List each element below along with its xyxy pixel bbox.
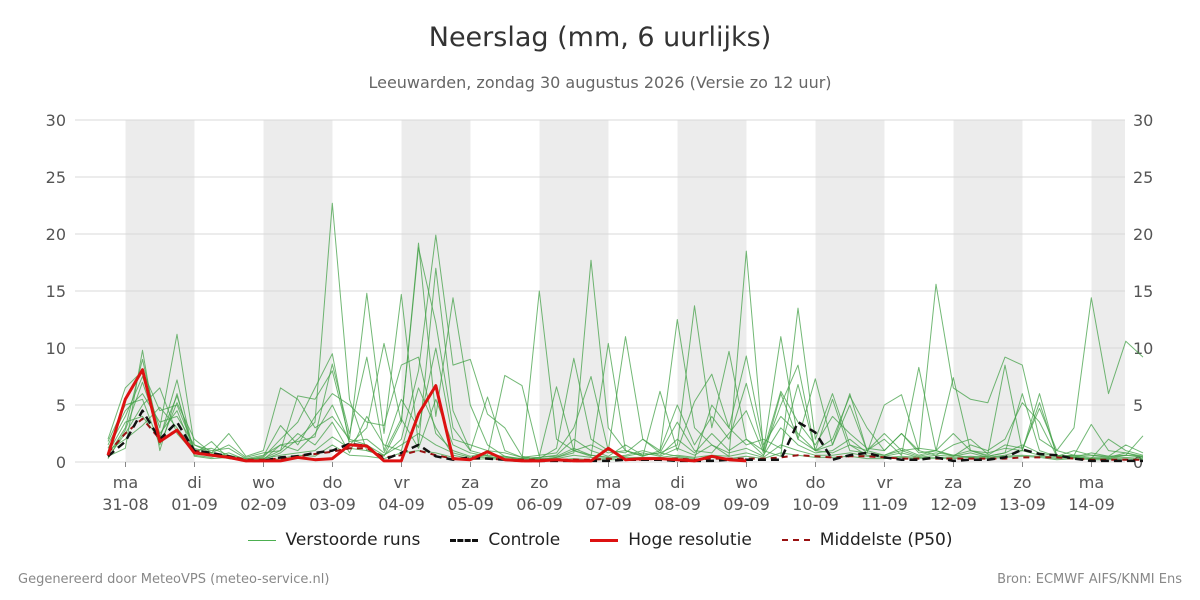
chart-title: Neerslag (mm, 6 uurlijks): [428, 22, 772, 53]
y-tick-label-left: 0: [56, 453, 66, 472]
y-tick-label-right: 10: [1133, 339, 1153, 358]
x-tick-day: zo: [530, 473, 548, 492]
footer-generator: Gegenereerd door MeteoVPS (meteo-service…: [18, 572, 330, 587]
x-tick-date: 06-09: [516, 495, 563, 514]
legend-swatch: [247, 539, 276, 541]
x-tick-date: 31-08: [102, 495, 149, 514]
y-tick-label-right: 0: [1133, 453, 1143, 472]
x-tick-day: za: [944, 473, 962, 492]
x-tick-date: 01-09: [171, 495, 218, 514]
x-tick-day: ma: [596, 473, 621, 492]
x-tick-day: do: [323, 473, 343, 492]
legend-swatch: [781, 539, 810, 541]
y-tick-label-left: 20: [46, 225, 66, 244]
y-tick-label-left: 25: [46, 168, 66, 187]
legend-swatch: [590, 538, 619, 542]
y-tick-label-left: 30: [46, 111, 66, 130]
y-tick-label-right: 15: [1133, 282, 1153, 301]
x-tick-day: vr: [876, 473, 892, 492]
series-line-hoge-resolutie: [106, 368, 747, 463]
y-axis-right: 0 5 10 15 20 25 30: [1133, 111, 1153, 472]
series-line-verstoorde-runs: [107, 387, 1144, 460]
legend-label: Hoge resolutie: [628, 530, 752, 550]
x-tick-date: 12-09: [930, 495, 977, 514]
x-tick-date: 09-09: [723, 495, 770, 514]
legend-label: Verstoorde runs: [285, 530, 421, 550]
x-tick-day: di: [670, 473, 685, 492]
legend-item: Middelste (P50): [781, 530, 953, 550]
y-tick-label-right: 20: [1133, 225, 1153, 244]
legend-label: Controle: [488, 530, 561, 550]
legend-label: Middelste (P50): [819, 530, 953, 550]
legend-item: Controle: [450, 530, 560, 550]
y-axis-left: 0 5 10 15 20 25 30: [46, 111, 66, 472]
x-tick-day: wo: [735, 473, 758, 492]
series-line-verstoorde-runs: [107, 356, 1144, 461]
x-tick-date: 07-09: [585, 495, 632, 514]
y-tick-label-left: 10: [46, 339, 66, 358]
chart-legend: Verstoorde runs Controle Hoge resolutie Mid…: [0, 530, 1200, 550]
x-tick-day: vr: [393, 473, 409, 492]
x-tick-date: 08-09: [654, 495, 701, 514]
x-tick-day: zo: [1013, 473, 1031, 492]
x-tick-date: 02-09: [240, 495, 287, 514]
x-axis: ma 31-08 di 01-09 wo 02-09 do 03-09 vr 04-09 za 05-…: [102, 462, 1115, 514]
series-line-verstoorde-runs: [107, 406, 1144, 461]
y-tick-label-right: 25: [1133, 168, 1153, 187]
chart-subtitle: Leeuwarden, zondag 30 augustus 2026 (Ver…: [368, 73, 832, 92]
x-tick-date: 03-09: [309, 495, 356, 514]
x-tick-date: 10-09: [792, 495, 839, 514]
x-tick-date: 04-09: [378, 495, 425, 514]
series-line-verstoorde-runs: [107, 247, 1144, 461]
y-tick-label-left: 15: [46, 282, 66, 301]
x-tick-date: 11-09: [861, 495, 908, 514]
x-tick-day: ma: [1079, 473, 1104, 492]
x-tick-day: ma: [113, 473, 138, 492]
footer-source: Bron: ECMWF AIFS/KNMI Ens: [997, 572, 1182, 587]
x-tick-day: do: [806, 473, 826, 492]
x-tick-day: wo: [252, 473, 275, 492]
legend-item: Verstoorde runs: [247, 530, 421, 550]
y-tick-label-right: 5: [1133, 396, 1143, 415]
legend-swatch: [450, 538, 479, 542]
legend-item: Hoge resolutie: [590, 530, 752, 550]
series-line-middelste-p50: [107, 417, 1143, 461]
series-line-controle: [107, 409, 1143, 463]
x-tick-day: za: [461, 473, 479, 492]
x-tick-date: 13-09: [999, 495, 1046, 514]
x-tick-day: di: [187, 473, 202, 492]
series-line-verstoorde-runs: [107, 349, 1144, 462]
x-tick-date: 05-09: [447, 495, 494, 514]
y-tick-label-right: 30: [1133, 111, 1153, 130]
y-tick-label-left: 5: [56, 396, 66, 415]
x-tick-date: 14-09: [1068, 495, 1115, 514]
series-lines: [106, 202, 1144, 463]
